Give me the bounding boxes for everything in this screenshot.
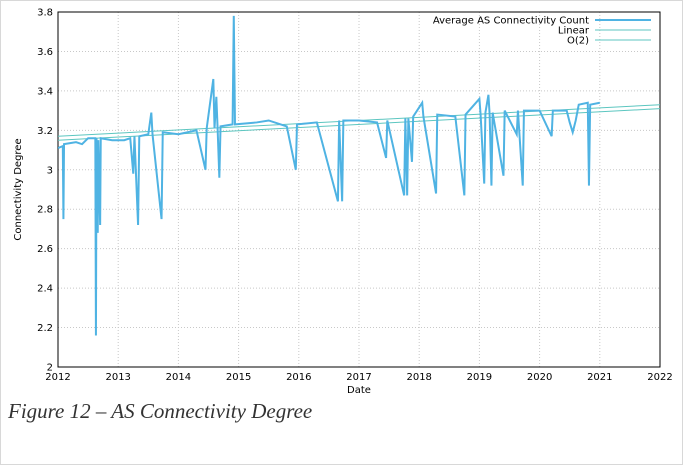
x-tick-label: 2022 bbox=[647, 372, 672, 383]
x-tick-label: 2020 bbox=[527, 372, 552, 383]
x-tick-label: 2012 bbox=[45, 372, 70, 383]
y-tick-label: 3.6 bbox=[37, 47, 53, 58]
y-tick-label: 2 bbox=[47, 363, 53, 374]
data-line bbox=[58, 15, 601, 336]
y-tick-label: 2.4 bbox=[37, 284, 53, 295]
x-tick-label: 2017 bbox=[346, 372, 371, 383]
x-tick-label: 2019 bbox=[467, 372, 492, 383]
legend-label: Average AS Connectivity Count bbox=[433, 16, 589, 27]
x-tick-label: 2016 bbox=[286, 372, 311, 383]
legend-label: O(2) bbox=[567, 36, 589, 47]
y-tick-label: 3 bbox=[47, 165, 53, 176]
x-tick-label: 2015 bbox=[226, 372, 251, 383]
figure-caption: Figure 12 – AS Connectivity Degree bbox=[8, 399, 313, 423]
x-tick-label: 2013 bbox=[105, 372, 130, 383]
x-tick-label: 2021 bbox=[587, 372, 612, 383]
plot-frame bbox=[57, 11, 661, 368]
y-tick-label: 2.2 bbox=[37, 323, 53, 334]
y-tick-label: 3.2 bbox=[37, 126, 53, 137]
y-tick-label: 2.6 bbox=[37, 244, 53, 255]
y-tick-label: 3.8 bbox=[37, 8, 53, 19]
y-tick-label: 3.4 bbox=[37, 86, 53, 97]
y-tick-label: 2.8 bbox=[37, 205, 53, 216]
y-axis-title: Connectivity Degree bbox=[13, 138, 24, 240]
x-tick-label: 2018 bbox=[406, 372, 431, 383]
x-tick-label: 2014 bbox=[166, 372, 191, 383]
chart: 2 2.2 2.4 2.6 2.8 3 3.2 3.4 3.6 3.8 2012 2013 2014 20… bbox=[13, 8, 673, 397]
x-axis-title: Date bbox=[347, 385, 371, 396]
legend-label: Linear bbox=[558, 26, 590, 37]
data-line bbox=[58, 108, 660, 141]
